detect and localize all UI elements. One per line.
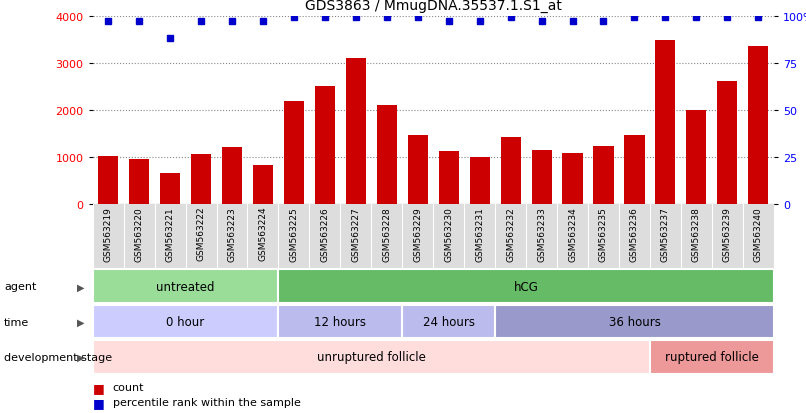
Text: GSM563225: GSM563225 <box>289 206 298 261</box>
Bar <box>160 174 181 204</box>
Bar <box>408 136 428 204</box>
Text: GSM563229: GSM563229 <box>413 206 422 261</box>
Bar <box>93 340 650 374</box>
Text: 12 hours: 12 hours <box>314 315 367 328</box>
Bar <box>650 340 774 374</box>
Bar <box>531 151 551 204</box>
Text: GSM563231: GSM563231 <box>476 206 484 261</box>
Bar <box>495 305 774 339</box>
Bar <box>686 111 706 204</box>
Bar <box>278 305 402 339</box>
Text: 0 hour: 0 hour <box>166 315 205 328</box>
Bar <box>191 155 211 204</box>
Text: unruptured follicle: unruptured follicle <box>317 350 426 363</box>
Bar <box>376 106 397 204</box>
Bar <box>93 305 278 339</box>
Bar <box>593 147 613 204</box>
Bar <box>748 47 768 204</box>
Text: agent: agent <box>4 282 36 292</box>
Text: count: count <box>113 382 144 392</box>
Text: GSM563223: GSM563223 <box>227 206 236 261</box>
Text: GSM563222: GSM563222 <box>197 206 206 261</box>
Text: GSM563236: GSM563236 <box>630 206 639 261</box>
Bar <box>470 157 490 204</box>
Text: ▶: ▶ <box>77 352 85 362</box>
Bar <box>501 137 521 204</box>
Text: time: time <box>4 317 29 327</box>
Bar <box>315 87 335 204</box>
Text: GSM563237: GSM563237 <box>661 206 670 261</box>
Bar <box>346 59 366 204</box>
Title: GDS3863 / MmugDNA.35537.1.S1_at: GDS3863 / MmugDNA.35537.1.S1_at <box>305 0 562 13</box>
Text: GSM563228: GSM563228 <box>382 206 391 261</box>
Text: untreated: untreated <box>156 280 215 293</box>
Text: GSM563226: GSM563226 <box>320 206 330 261</box>
Text: GSM563234: GSM563234 <box>568 206 577 261</box>
Bar <box>98 157 118 204</box>
Text: ▶: ▶ <box>77 317 85 327</box>
Text: GSM563232: GSM563232 <box>506 206 515 261</box>
Text: GSM563224: GSM563224 <box>259 206 268 261</box>
Text: development stage: development stage <box>4 352 112 362</box>
Bar <box>253 166 273 204</box>
Text: GSM563230: GSM563230 <box>444 206 453 261</box>
Text: percentile rank within the sample: percentile rank within the sample <box>113 397 301 407</box>
Bar <box>93 270 278 304</box>
Text: ■: ■ <box>93 396 105 409</box>
Text: GSM563219: GSM563219 <box>104 206 113 261</box>
Bar <box>402 305 495 339</box>
Bar <box>563 154 583 204</box>
Bar <box>438 151 459 204</box>
Text: GSM563227: GSM563227 <box>351 206 360 261</box>
Text: GSM563239: GSM563239 <box>723 206 732 261</box>
Text: hCG: hCG <box>513 280 538 293</box>
Bar <box>222 148 242 204</box>
Bar <box>129 160 149 204</box>
Text: GSM563240: GSM563240 <box>754 206 762 261</box>
Text: 24 hours: 24 hours <box>422 315 475 328</box>
Text: ruptured follicle: ruptured follicle <box>665 350 758 363</box>
Text: 36 hours: 36 hours <box>609 315 660 328</box>
Text: ■: ■ <box>93 381 105 394</box>
Text: GSM563235: GSM563235 <box>599 206 608 261</box>
Bar <box>625 136 645 204</box>
Bar <box>284 102 304 204</box>
Text: GSM563221: GSM563221 <box>165 206 175 261</box>
Text: GSM563220: GSM563220 <box>135 206 143 261</box>
Bar <box>717 81 737 204</box>
Text: GSM563233: GSM563233 <box>537 206 546 261</box>
Bar <box>278 270 774 304</box>
Text: ▶: ▶ <box>77 282 85 292</box>
Bar <box>655 41 675 204</box>
Text: GSM563238: GSM563238 <box>692 206 701 261</box>
